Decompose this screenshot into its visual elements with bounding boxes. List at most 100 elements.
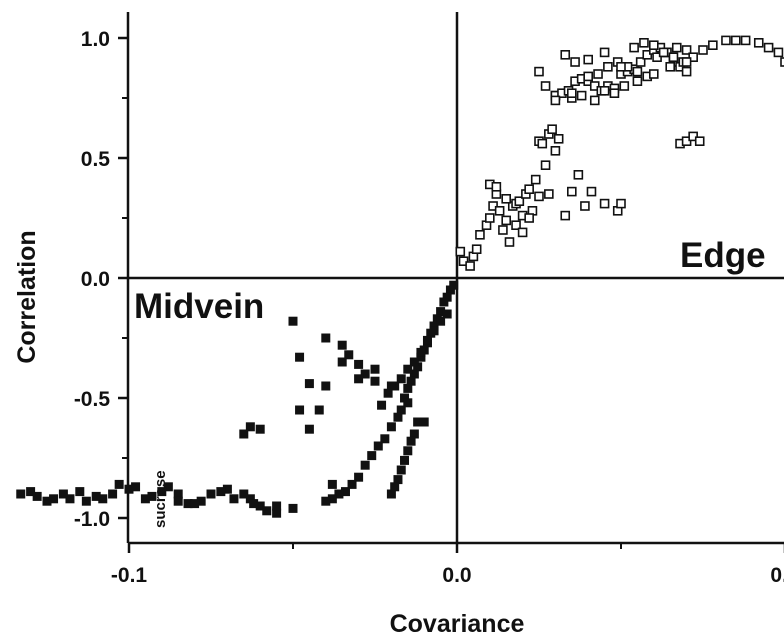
edge-point (465, 261, 475, 271)
edge-point (632, 76, 643, 86)
edge-point (616, 61, 626, 72)
midvein-point (183, 499, 193, 509)
midvein-point (396, 374, 406, 384)
midvein-point (386, 489, 396, 499)
midvein-point (436, 307, 446, 317)
edge-point (603, 61, 613, 72)
midvein-point (321, 381, 331, 391)
edge-point (681, 66, 692, 77)
midvein-point (206, 489, 216, 499)
midvein-point (239, 429, 249, 439)
edge-point (537, 138, 548, 149)
midvein-point (396, 405, 406, 415)
midvein-point (304, 424, 314, 434)
edge-point (560, 49, 571, 60)
midvein-point (360, 369, 370, 379)
midvein-point (75, 487, 85, 497)
edge-point (501, 215, 512, 226)
edge-point (773, 47, 784, 58)
x-tick-label: -0.1 (111, 564, 148, 587)
edge-point (619, 81, 630, 91)
edge-point (599, 47, 610, 58)
edge-point (517, 227, 528, 238)
midvein-point (337, 340, 347, 350)
midvein-point (216, 487, 226, 497)
midvein-point (295, 405, 305, 415)
edge-point (639, 37, 649, 48)
midvein-point (272, 501, 282, 511)
midvein-point (400, 393, 410, 403)
midvein-point (409, 369, 419, 379)
edge-point (599, 198, 610, 209)
midvein-point (416, 352, 426, 362)
edge-point (708, 40, 718, 51)
midvein-point (321, 333, 331, 343)
edge-point (491, 182, 502, 192)
y-tick-label: 0.5 (81, 148, 111, 171)
midvein-point (403, 383, 413, 393)
x-tick-label: 0.0 (442, 564, 471, 587)
edge-point (609, 88, 620, 98)
midvein-point (173, 489, 183, 499)
midvein-point (383, 388, 393, 398)
y-tick-label: 0.0 (81, 268, 110, 291)
edge-point (534, 66, 544, 77)
sucrose-label: sucrose (152, 470, 169, 528)
edge-point (494, 206, 505, 216)
edge-point (524, 213, 534, 223)
midvein-point (295, 352, 305, 362)
midvein-point (393, 475, 403, 485)
midvein-point (140, 494, 150, 504)
edge-point (730, 35, 741, 46)
midvein-point (406, 376, 416, 386)
edge-point (599, 86, 610, 96)
edge-point (553, 134, 564, 144)
midvein-point (304, 379, 314, 389)
midvein-point (354, 472, 364, 482)
midvein-point (245, 422, 255, 432)
edge-point (488, 201, 498, 211)
midvein-point (403, 364, 413, 374)
edge-point (648, 69, 659, 79)
midvein-point (239, 489, 249, 499)
midvein-point (445, 285, 455, 295)
midvein-point (222, 484, 232, 494)
edge-point (671, 42, 682, 53)
midvein-point (65, 494, 75, 504)
edge-point (586, 186, 597, 197)
midvein-point (255, 501, 265, 511)
midvein-point (449, 280, 459, 290)
midvein-point (340, 487, 350, 497)
edge-point (688, 131, 698, 142)
edge-point (753, 37, 764, 48)
midvein-point (370, 376, 380, 386)
edge-point (570, 57, 580, 67)
midvein-point (255, 424, 265, 434)
midvein-point (196, 496, 206, 506)
edge-point (475, 230, 485, 240)
midvein-point (367, 451, 377, 461)
midvein-point (163, 482, 173, 492)
midvein-point (436, 316, 446, 326)
y-tick-label: -1.0 (74, 508, 110, 531)
midvein-point (272, 508, 282, 518)
edge-point (547, 124, 557, 134)
edge-point (540, 81, 551, 91)
midvein-point (321, 496, 331, 506)
midvein-point (32, 491, 42, 501)
midvein-point (360, 460, 370, 470)
edge-point (576, 90, 587, 101)
midvein-point (377, 400, 387, 410)
edge-point (540, 160, 551, 170)
edge-point (530, 174, 541, 185)
midvein-point (386, 381, 396, 391)
midvein-point (370, 364, 380, 374)
edge-point (681, 136, 692, 146)
midvein-point (409, 357, 419, 367)
edge-point (589, 95, 600, 106)
edge-point (616, 198, 626, 209)
midvein-point (229, 494, 239, 504)
edge-point (534, 191, 544, 202)
edge-point (504, 237, 515, 247)
edge-point (694, 136, 705, 146)
